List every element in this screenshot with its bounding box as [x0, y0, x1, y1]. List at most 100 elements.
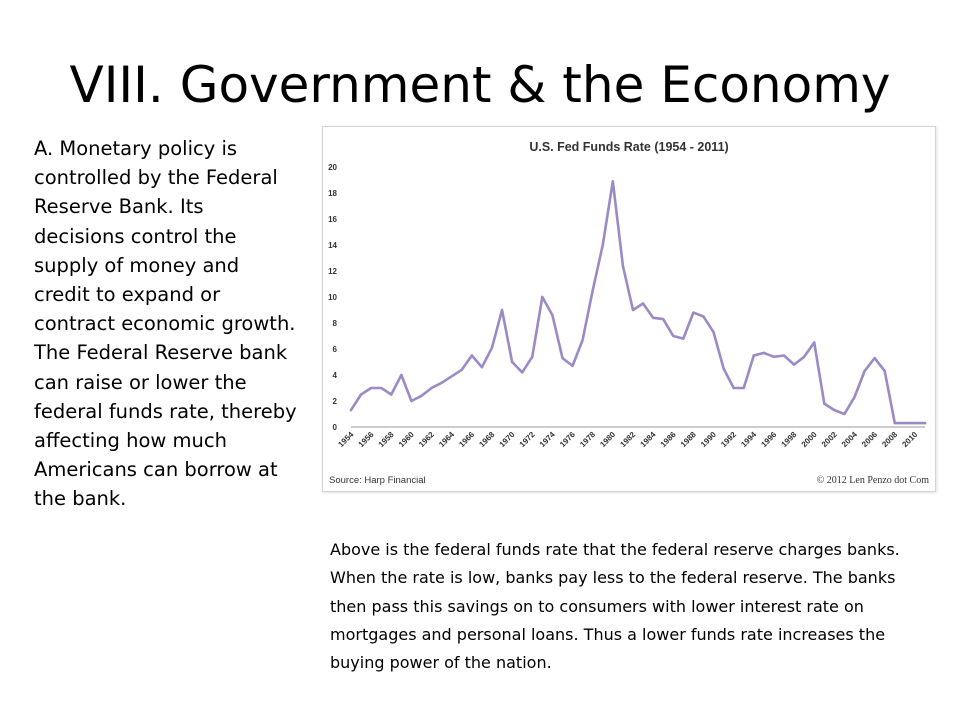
x-tick-label: 2000: [800, 430, 819, 449]
data-point: [923, 421, 927, 425]
x-tick-label: 1982: [618, 430, 637, 449]
data-point: [571, 364, 574, 368]
data-point: [470, 354, 474, 357]
data-point: [551, 314, 554, 317]
data-point: [531, 355, 534, 358]
x-axis-labels: 1954 1956 1958 1960 1962 1964 1966 1968 1970 1972…: [336, 430, 919, 449]
chart-title: U.S. Fed Funds Rate (1954 - 2011): [529, 140, 728, 154]
x-tick-label: 2010: [900, 430, 919, 449]
chart-source: Source: Harp Financial: [329, 475, 426, 486]
data-point: [400, 373, 403, 377]
x-tick-label: 1964: [437, 430, 456, 449]
data-point: [349, 408, 353, 412]
y-axis-labels: 0 2 4 6 8 10 12 14 16 18 20: [328, 163, 337, 432]
data-point: [450, 375, 453, 378]
chart-frame: U.S. Fed Funds Rate (1954 - 2011) 0 2 4 6 8 1…: [322, 126, 936, 492]
data-point: [833, 408, 836, 412]
x-tick-label: 2002: [820, 430, 839, 449]
y-tick-label: 0: [333, 423, 338, 432]
data-point: [692, 311, 695, 314]
data-point: [661, 317, 665, 321]
data-point: [520, 371, 524, 374]
data-point: [581, 338, 584, 342]
data-point: [359, 393, 363, 396]
x-tick-label: 1968: [477, 430, 496, 449]
fed-funds-rate-chart: U.S. Fed Funds Rate (1954 - 2011) 0 2 4 6 8 1…: [328, 140, 930, 486]
y-tick-label: 10: [328, 293, 337, 302]
data-point: [500, 308, 504, 312]
data-point: [903, 421, 907, 425]
data-point: [672, 334, 675, 338]
x-tick-label: 1956: [357, 430, 376, 449]
data-point: [732, 386, 735, 390]
x-tick-label: 2008: [880, 430, 899, 449]
data-point: [752, 354, 756, 357]
x-tick-label: 1994: [739, 430, 758, 449]
data-point: [621, 264, 625, 267]
data-point: [541, 295, 544, 299]
chart-copyright: © 2012 Len Penzo dot Com: [817, 475, 930, 486]
data-point: [440, 381, 443, 384]
x-tick-label: 1992: [719, 430, 738, 449]
data-point: [601, 243, 604, 247]
data-point: [702, 315, 705, 318]
data-point: [792, 363, 796, 366]
x-tick-label: 1962: [417, 430, 436, 449]
data-point: [430, 386, 433, 390]
x-tick-label: 1998: [780, 430, 799, 449]
data-point: [460, 368, 463, 371]
y-tick-label: 16: [328, 215, 337, 224]
data-point: [510, 360, 514, 364]
data-point: [651, 316, 655, 319]
data-point: [893, 421, 896, 425]
x-tick-label: 1978: [578, 430, 597, 449]
x-tick-label: 1974: [538, 430, 557, 449]
series-line-fed-funds-rate: [349, 179, 927, 425]
x-tick-label: 2004: [840, 430, 859, 449]
x-tick-label: 1972: [518, 430, 537, 449]
y-tick-label: 18: [328, 189, 337, 198]
x-tick-label: 1990: [699, 430, 718, 449]
data-point: [742, 386, 745, 390]
x-tick-label: 1966: [457, 430, 476, 449]
x-tick-label: 1958: [377, 430, 396, 449]
data-point: [561, 356, 564, 360]
data-point: [883, 369, 886, 373]
x-tick-label: 2006: [860, 430, 879, 449]
data-point: [802, 355, 806, 358]
y-tick-label: 8: [333, 319, 338, 328]
x-tick-label: 1984: [639, 430, 658, 449]
data-point: [782, 354, 786, 357]
y-tick-label: 20: [328, 163, 337, 172]
data-point: [843, 412, 846, 416]
data-point: [490, 346, 494, 349]
data-point: [823, 402, 826, 405]
data-point: [631, 308, 635, 312]
x-tick-label: 1976: [558, 430, 577, 449]
data-point: [863, 369, 866, 373]
data-points: [349, 180, 927, 425]
x-tick-label: 1970: [498, 430, 517, 449]
x-tick-label: 1996: [759, 430, 778, 449]
y-tick-label: 14: [328, 241, 337, 250]
data-point: [480, 366, 484, 369]
data-point: [611, 180, 615, 183]
x-tick-label: 1960: [397, 430, 416, 449]
data-point: [762, 351, 766, 355]
y-tick-label: 12: [328, 267, 337, 276]
slide-title: VIII. Government & the Economy: [69, 56, 891, 114]
data-point: [913, 421, 917, 425]
data-point: [420, 394, 423, 397]
data-point: [712, 330, 715, 334]
data-point: [390, 393, 393, 396]
data-point: [410, 399, 413, 403]
y-tick-label: 2: [333, 397, 338, 406]
y-tick-label: 6: [333, 345, 338, 354]
data-point: [380, 386, 383, 390]
data-point: [641, 302, 645, 305]
x-tick-label: 1986: [659, 430, 678, 449]
data-point: [813, 341, 816, 344]
data-point: [772, 355, 776, 358]
data-point: [722, 367, 725, 370]
data-point: [873, 356, 876, 360]
